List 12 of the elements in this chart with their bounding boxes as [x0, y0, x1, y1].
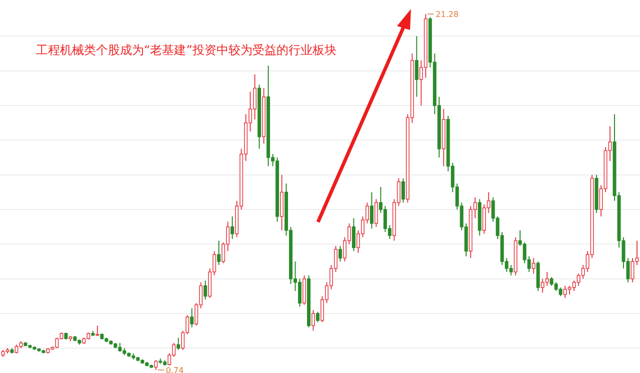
candlestick	[258, 84, 262, 150]
candlestick	[545, 271, 549, 286]
annotation: 0.74	[166, 366, 184, 373]
candlestick	[414, 36, 418, 98]
candlestick	[442, 108, 446, 167]
candlestick	[280, 174, 284, 231]
candlestick	[424, 14, 428, 78]
candlestick	[230, 216, 234, 240]
candlestick	[266, 65, 270, 167]
annotation: 工程机械类个股成为“老基建”投资中较为受益的行业板块	[36, 43, 336, 57]
annotation: 21.28	[436, 10, 459, 19]
candlestick	[262, 88, 266, 144]
